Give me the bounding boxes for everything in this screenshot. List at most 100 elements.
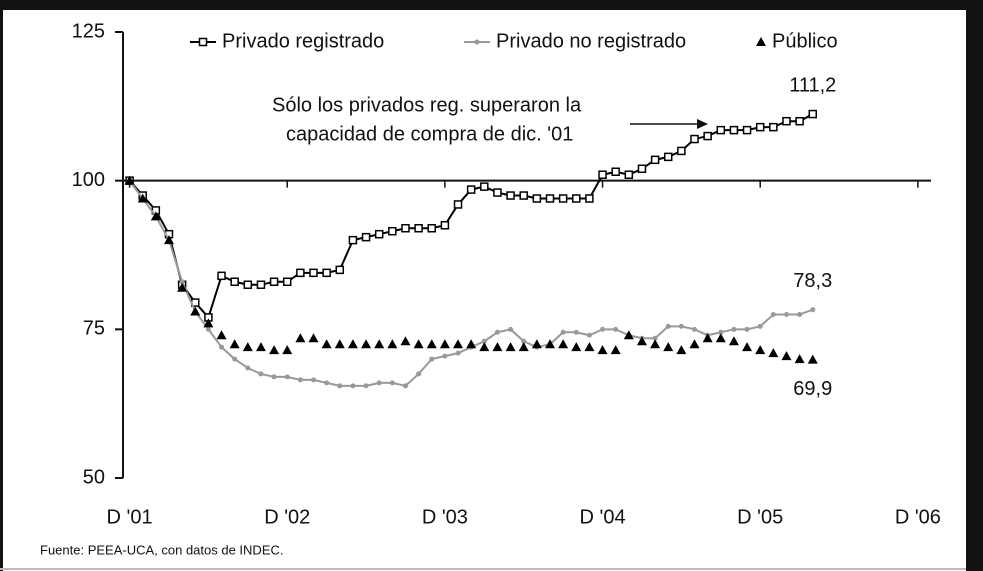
data-point [416,371,422,377]
data-point [439,339,450,349]
data-point [269,345,280,355]
data-point [361,232,371,242]
data-point [585,194,594,203]
value-label: 78,3 [793,270,832,292]
data-point [337,383,343,389]
data-point [322,268,331,278]
data-point [347,339,358,349]
data-point [219,344,225,350]
data-point [755,345,766,355]
top-border [0,0,983,10]
data-point [769,122,778,132]
data-point [532,194,542,203]
y-tick-label: 75 [83,318,105,340]
data-point [177,282,188,292]
data-point [203,318,214,328]
annotation-arrowhead [697,119,708,129]
data-point [768,348,779,358]
data-point [414,223,423,233]
value-label: 111,2 [789,74,836,96]
data-point [137,193,148,203]
data-point [334,339,345,349]
data-point [545,194,555,203]
data-point [652,335,658,341]
data-point [401,223,410,233]
data-point [335,265,345,275]
data-point [350,383,356,389]
data-point [665,323,671,329]
data-point [494,329,500,335]
y-tick-label: 100 [72,169,105,191]
data-point [229,339,240,349]
data-point [770,311,776,317]
x-tick-label: D '01 [107,506,153,528]
data-point [321,339,332,349]
data-point [243,280,253,289]
data-point [729,125,739,135]
data-point [402,383,408,389]
y-tick-label: 125 [72,20,105,42]
data-point [624,170,634,179]
data-point [479,342,490,352]
data-point [455,350,461,356]
data-point [453,339,464,349]
data-point [309,268,318,278]
data-point [692,326,698,332]
data-point [794,354,805,364]
data-point [650,339,661,349]
data-point [795,116,804,126]
data-point [492,342,503,352]
legend-label: Privado no registrado [496,30,686,52]
data-point [217,271,226,281]
data-point [400,336,411,346]
data-point [271,374,277,380]
data-point [518,342,529,352]
data-point [308,333,319,343]
data-point [611,167,620,176]
data-point [558,194,568,203]
data-point [560,329,566,335]
data-point [755,122,765,132]
data-point [702,333,713,343]
source: Fuente: PEEA-UCA, con datos de INDEC. [40,542,284,557]
legend-label: Privado registrado [222,30,384,52]
data-point [610,345,621,355]
data-point [757,323,763,329]
data-point [256,280,266,289]
right-border [966,0,983,571]
data-point [440,221,450,230]
data-point [426,339,437,349]
data-point [481,338,487,344]
data-point [531,339,542,349]
data-point [728,336,739,346]
data-point [703,131,712,141]
y-tick-label: 50 [83,466,105,488]
data-point [324,380,330,386]
data-point [808,109,818,119]
legend-label: Público [772,30,838,52]
data-point [623,330,634,340]
data-point [715,333,726,343]
data-point [650,155,660,165]
data-point [348,235,358,245]
data-point [742,125,752,135]
data-point [245,365,251,371]
data-point [663,342,674,352]
data-point [493,188,502,197]
data-point [544,339,555,349]
data-point [797,311,803,317]
data-point [413,339,424,349]
data-point [374,339,385,349]
data-point [205,326,211,332]
data-point [374,229,384,239]
data-point [282,345,293,355]
data-point [718,329,724,335]
x-tick-label: D '06 [895,506,941,528]
data-point [676,345,687,355]
x-tick-label: D '02 [264,506,310,528]
value-label: 69,9 [793,378,832,400]
data-point [388,226,397,236]
